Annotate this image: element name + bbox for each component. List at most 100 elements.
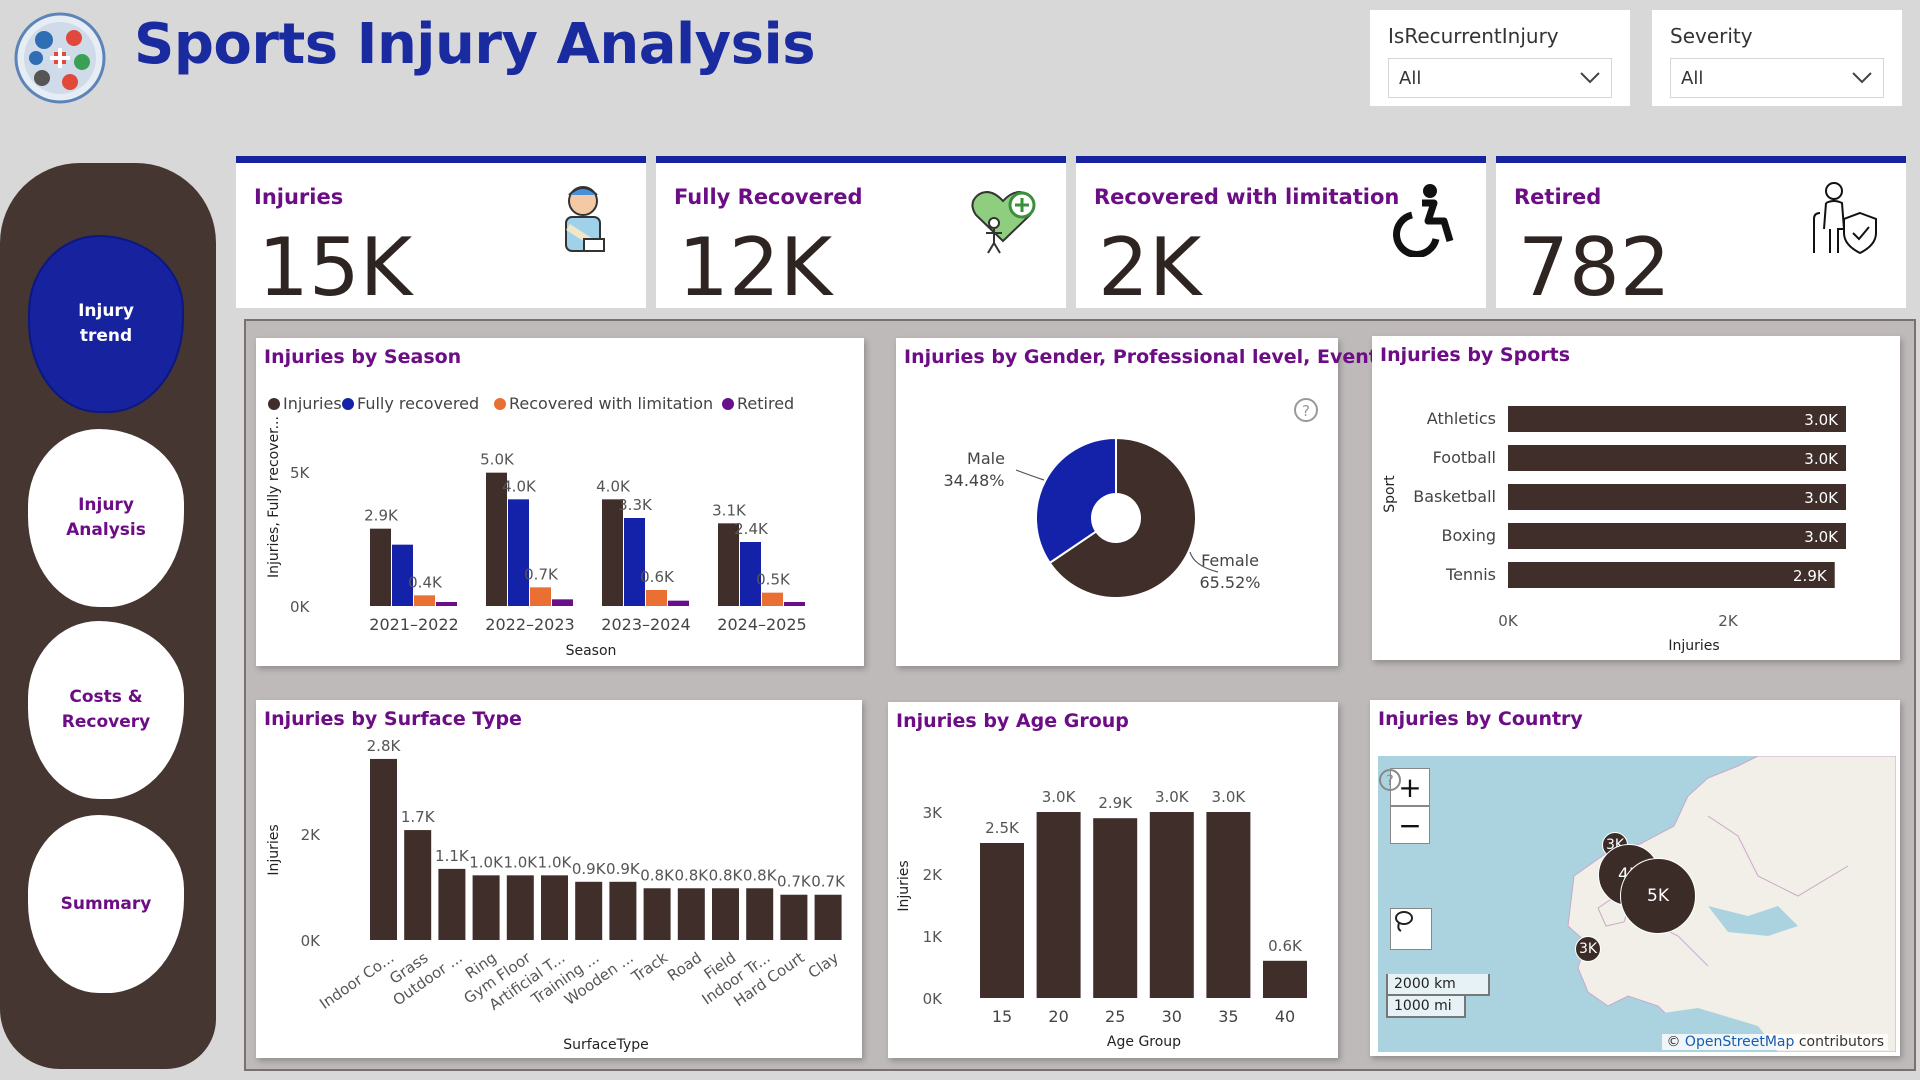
x-axis-label: Age Group bbox=[1107, 1034, 1181, 1050]
kpi-value: 2K bbox=[1098, 221, 1202, 314]
surface-bar[interactable] bbox=[712, 888, 739, 940]
age-bar[interactable] bbox=[1149, 812, 1194, 998]
legend-marker bbox=[268, 398, 280, 410]
nav-label: Costs & Recovery bbox=[61, 687, 151, 732]
surface-bar[interactable] bbox=[541, 875, 568, 940]
severity-dropdown[interactable]: All bbox=[1670, 58, 1884, 98]
sport-bar[interactable] bbox=[1508, 484, 1846, 510]
season-bar[interactable] bbox=[530, 587, 551, 606]
y-axis-label: Injuries bbox=[266, 824, 282, 875]
sport-bar[interactable] bbox=[1508, 445, 1846, 471]
surface-bar[interactable] bbox=[575, 881, 603, 940]
slice-name-female: Female bbox=[1201, 551, 1259, 570]
attribution-prefix: © bbox=[1666, 1034, 1681, 1050]
surface-bar-label: 0.7K bbox=[777, 873, 812, 891]
y-tick-label: Boxing bbox=[1442, 526, 1496, 545]
gender-chart-card: ? Male 34.48% Female 65.52% Injuries by … bbox=[896, 338, 1378, 666]
kpi-fully-recovered: Fully Recovered 12K bbox=[656, 156, 1066, 314]
lasso-select-button[interactable] bbox=[1390, 908, 1432, 950]
zoom-in-button[interactable]: + bbox=[1390, 768, 1430, 806]
age-bar-label: 0.6K bbox=[1268, 937, 1303, 955]
card-title: Injuries by Sports bbox=[1380, 344, 1571, 366]
surface-bar[interactable] bbox=[609, 881, 637, 940]
season-bar[interactable] bbox=[436, 602, 457, 606]
nav-injury-trend[interactable]: Injury trend bbox=[28, 235, 184, 413]
season-bar[interactable] bbox=[508, 499, 529, 606]
season-bar[interactable] bbox=[718, 523, 739, 606]
sport-bar[interactable] bbox=[1508, 523, 1846, 549]
donut-slice-female[interactable] bbox=[1048, 436, 1197, 599]
season-bar[interactable] bbox=[370, 528, 391, 606]
surface-bar[interactable] bbox=[746, 888, 774, 940]
lasso-icon bbox=[1395, 911, 1413, 932]
age-bar[interactable] bbox=[1263, 960, 1307, 998]
season-bar[interactable] bbox=[668, 600, 689, 606]
age-bar-label: 2.9K bbox=[1098, 794, 1133, 812]
age-bar[interactable] bbox=[1206, 812, 1251, 998]
season-bar[interactable] bbox=[602, 499, 623, 606]
surface-bar-label: 1.1K bbox=[435, 847, 470, 865]
surface-bar[interactable] bbox=[677, 888, 705, 940]
season-bar[interactable] bbox=[392, 544, 413, 606]
card-title: Injuries by Surface Type bbox=[264, 708, 522, 730]
card-title: Injuries by Season bbox=[264, 346, 462, 368]
season-bar[interactable] bbox=[624, 518, 645, 606]
map-scale-km: 2000 km bbox=[1386, 974, 1490, 996]
donut-slice-male[interactable] bbox=[1035, 436, 1117, 565]
sport-bar-label: 3.0K bbox=[1804, 489, 1839, 507]
x-tick-label: Road bbox=[664, 949, 705, 985]
surface-bar[interactable] bbox=[814, 894, 842, 940]
age-bar[interactable] bbox=[1093, 818, 1138, 998]
surface-bar-label: 0.8K bbox=[743, 866, 778, 884]
season-bar[interactable] bbox=[552, 599, 573, 606]
osm-link[interactable]: OpenStreetMap bbox=[1684, 1034, 1795, 1050]
season-bar-label: 0.7K bbox=[524, 565, 559, 583]
nav-summary[interactable]: Summary bbox=[28, 815, 184, 993]
sport-bar[interactable] bbox=[1508, 562, 1835, 588]
sports-chart: Sport 0K 2K Injuries Athletics 3.0K Footba… bbox=[1382, 406, 1846, 654]
recurrent-injury-dropdown[interactable]: All bbox=[1388, 58, 1612, 98]
surface-bar-label: 0.9K bbox=[606, 860, 641, 878]
season-bar[interactable] bbox=[486, 472, 507, 606]
season-bar[interactable] bbox=[740, 542, 761, 606]
sport-bar[interactable] bbox=[1508, 406, 1846, 432]
season-bar-label: 0.5K bbox=[756, 571, 791, 589]
map-bubble[interactable]: 3K bbox=[1575, 936, 1601, 962]
sidebar-nav: Injury trend Injury Analysis Costs & Rec… bbox=[0, 163, 216, 1069]
surface-bar-label: 0.8K bbox=[709, 866, 744, 884]
leader-line-male bbox=[1015, 469, 1045, 481]
surface-bar[interactable] bbox=[438, 868, 466, 940]
x-tick-label: Track bbox=[628, 948, 672, 986]
zoom-out-button[interactable]: − bbox=[1390, 806, 1430, 844]
surface-bar[interactable] bbox=[643, 888, 671, 940]
country-map[interactable]: + − ? 3K 4K 5K 3K 2000 km 1000 mi © Open… bbox=[1378, 756, 1896, 1052]
surface-bar[interactable] bbox=[506, 875, 534, 940]
season-bar[interactable] bbox=[762, 592, 783, 606]
kpi-label: Injuries bbox=[254, 185, 344, 209]
y-tick-0k: 0K bbox=[301, 932, 322, 950]
leader-line-female bbox=[1189, 551, 1219, 573]
season-bar-label: 2.4K bbox=[734, 520, 769, 538]
surface-bar[interactable] bbox=[780, 894, 808, 940]
nav-injury-analysis[interactable]: Injury Analysis bbox=[28, 429, 184, 607]
season-bar[interactable] bbox=[414, 595, 435, 606]
map-bubble[interactable]: 5K bbox=[1620, 858, 1696, 934]
surface-bar[interactable] bbox=[370, 758, 397, 940]
season-bar-label: 4.0K bbox=[596, 477, 631, 495]
season-bar-label: 3.3K bbox=[618, 496, 653, 514]
x-tick-0k: 0K bbox=[1498, 612, 1519, 630]
nav-costs-recovery[interactable]: Costs & Recovery bbox=[28, 621, 184, 799]
sport-bar-label: 3.0K bbox=[1804, 528, 1839, 546]
help-icon[interactable]: ? bbox=[1378, 768, 1402, 792]
help-icon[interactable] bbox=[1294, 398, 1318, 422]
surface-bar-label: 0.8K bbox=[640, 866, 675, 884]
surface-bar[interactable] bbox=[472, 875, 500, 940]
age-bar[interactable] bbox=[1036, 812, 1081, 998]
season-bar-label: 4.0K bbox=[502, 477, 537, 495]
x-axis-label: Season bbox=[566, 643, 617, 659]
season-bar-label: 0.6K bbox=[640, 568, 675, 586]
age-bar[interactable] bbox=[980, 843, 1024, 998]
season-bar[interactable] bbox=[646, 590, 667, 606]
surface-bar[interactable] bbox=[404, 830, 432, 940]
season-bar[interactable] bbox=[784, 602, 805, 606]
